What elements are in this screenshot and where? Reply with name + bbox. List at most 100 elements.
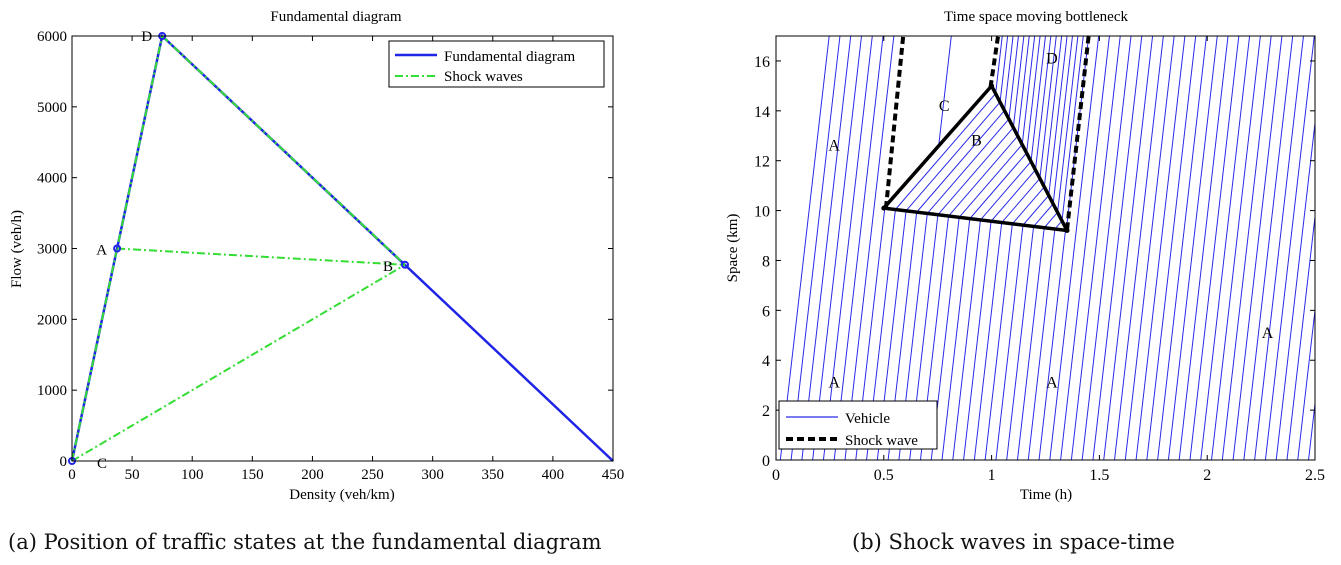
vehicle-trajectory xyxy=(919,36,1030,460)
chart-title: Time space moving bottleneck xyxy=(944,9,1128,25)
x-tick-label: 400 xyxy=(542,467,565,483)
vehicle-trajectory xyxy=(984,36,1063,460)
shock-wave-dashed-1 xyxy=(988,36,1001,88)
vehicle-trajectory xyxy=(1264,36,1315,460)
legend: Fundamental diagram Shock waves xyxy=(388,40,605,88)
y-tick-label: 12 xyxy=(754,154,770,171)
region-label-a: A xyxy=(1046,375,1058,392)
vehicle-trajectory xyxy=(1124,36,1175,460)
shock-wave-dashed-0 xyxy=(883,36,906,209)
x-tick-label: 100 xyxy=(181,467,204,483)
bottleneck-region-b xyxy=(882,84,1069,233)
shock-wave-line-3 xyxy=(71,263,406,462)
x-tick-label: 2 xyxy=(1203,467,1211,484)
vehicle-trajectory xyxy=(963,36,1052,460)
vehicle-trajectory xyxy=(1049,36,1100,460)
region-label-a: A xyxy=(1262,325,1274,342)
x-tick-label: 200 xyxy=(301,467,324,483)
x-tick-label: 1 xyxy=(988,467,996,484)
x-tick-label: 0 xyxy=(68,467,76,483)
x-tick-label: 250 xyxy=(361,467,384,483)
vehicle-trajectory xyxy=(1135,36,1186,460)
state-point-b xyxy=(401,260,410,269)
vehicle-trajectory xyxy=(779,36,830,460)
vehicle-trajectory xyxy=(1081,36,1132,460)
vehicle-trajectory xyxy=(833,36,884,460)
x-tick-label: 50 xyxy=(125,467,140,483)
vehicle-trajectory xyxy=(1167,36,1218,460)
vehicle-trajectory xyxy=(930,36,1036,460)
legend-label-vehicle: Vehicle xyxy=(845,411,890,427)
vehicle-trajectory xyxy=(1286,212,1315,460)
vehicle-trajectory xyxy=(1297,305,1315,460)
vehicle-trajectory xyxy=(909,36,1025,460)
vehicle-trajectory xyxy=(995,36,1068,460)
vehicle-trajectory xyxy=(1103,36,1154,460)
x-tick-label: 450 xyxy=(602,467,625,483)
vehicle-trajectory xyxy=(1027,36,1084,460)
vehicle-trajectory xyxy=(1221,36,1272,460)
vehicle-trajectory xyxy=(1275,118,1315,460)
plot-frame xyxy=(775,35,1316,461)
vehicle-trajectory xyxy=(876,36,1009,460)
region-label-a: A xyxy=(828,375,840,392)
y-tick-label: 14 xyxy=(754,104,770,121)
vehicle-trajectory xyxy=(898,36,1019,460)
y-tick-label: 8 xyxy=(762,253,770,270)
vehicle-trajectory xyxy=(1211,36,1261,460)
vehicle-trajectory xyxy=(887,36,1014,460)
y-tick-label: 2000 xyxy=(37,312,67,328)
x-tick-label: 300 xyxy=(421,467,444,483)
y-axis-label: Flow (veh/h) xyxy=(9,210,25,288)
legend-label-fundamental-diagram: Fundamental diagram xyxy=(444,49,576,65)
vehicle-trajectory xyxy=(1254,36,1304,460)
vehicle-trajectory xyxy=(1146,36,1197,460)
vehicle-trajectory xyxy=(801,36,852,460)
vehicle-trajectory xyxy=(1157,36,1207,460)
x-axis-label: Density (veh/km) xyxy=(289,487,394,503)
region-label-a: A xyxy=(828,138,840,155)
region-label-b: B xyxy=(971,133,982,150)
y-axis-label: Space (km) xyxy=(725,214,741,283)
vehicle-trajectory xyxy=(973,36,1057,460)
fundamental-diagram-chart: Fundamental diagram A B C D 0 50 100 150 200 250… xyxy=(9,9,624,503)
y-tick-label: 10 xyxy=(754,204,770,221)
shock-wave-line-2 xyxy=(117,247,406,266)
state-label-a: A xyxy=(96,243,107,259)
legend-box xyxy=(388,40,605,88)
x-tick-label: 350 xyxy=(482,467,505,483)
y-tick-label: 4 xyxy=(762,353,770,370)
legend-label-shock-wave: Shock wave xyxy=(845,433,918,449)
caption-a: (a) Position of traffic states at the fu… xyxy=(8,530,602,554)
y-tick-label: 6000 xyxy=(37,29,67,45)
y-tick-label: 5000 xyxy=(37,100,67,116)
vehicle-trajectory xyxy=(1200,36,1251,460)
vehicle-trajectory xyxy=(1113,36,1164,460)
state-label-b: B xyxy=(383,259,393,275)
vehicle-trajectory xyxy=(1016,36,1079,460)
vehicle-trajectory xyxy=(1070,36,1121,460)
vehicle-trajectory xyxy=(812,36,863,460)
vehicle-trajectory xyxy=(866,36,1003,460)
region-label-c: C xyxy=(939,98,950,115)
shock-wave-line-1 xyxy=(161,35,406,266)
vehicle-trajectory xyxy=(855,36,952,460)
x-tick-label: 0 xyxy=(772,467,780,484)
y-tick-label: 0 xyxy=(60,454,68,470)
x-axis-label: Time (h) xyxy=(1020,487,1072,503)
y-tick-label: 4000 xyxy=(37,171,67,187)
state-point-a xyxy=(113,244,122,253)
y-tick-label: 2 xyxy=(762,403,770,420)
vehicle-trajectory xyxy=(844,36,895,460)
region-label-d: D xyxy=(1046,50,1058,67)
legend-label-shock-waves: Shock waves xyxy=(444,69,523,85)
vehicle-trajectory xyxy=(790,36,841,460)
vehicle-trajectory xyxy=(941,36,1041,460)
state-label-d: D xyxy=(141,29,152,45)
vehicle-trajectory xyxy=(822,36,873,460)
x-tick-label: 150 xyxy=(241,467,264,483)
vehicle-trajectory xyxy=(952,36,1046,460)
caption-b: (b) Shock waves in space-time xyxy=(852,530,1175,554)
x-tick-label: 1.5 xyxy=(1089,467,1109,484)
